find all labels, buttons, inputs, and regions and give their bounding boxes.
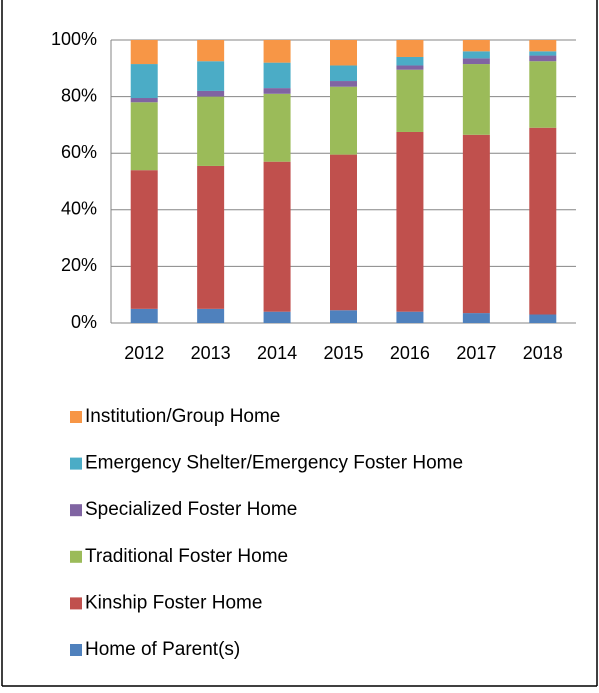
legend-swatch	[70, 644, 82, 656]
y-tick-label: 40%	[61, 199, 97, 219]
legend-label: Specialized Foster Home	[85, 499, 297, 520]
bar-segment	[263, 88, 291, 94]
legend-label: Kinship Foster Home	[85, 592, 262, 613]
legend-swatch	[70, 457, 82, 470]
bar-segment	[529, 51, 557, 56]
legend-label: Traditional Foster Home	[85, 546, 288, 567]
bar-segment	[197, 90, 225, 97]
bar-segment	[529, 127, 557, 315]
bar-segment	[330, 310, 357, 323]
bar-segment	[529, 55, 557, 62]
legend-label: Home of Parent(s)	[85, 639, 240, 660]
bar-segment	[130, 98, 158, 103]
x-tick-label: 2018	[523, 343, 563, 363]
legend-swatch	[70, 597, 82, 610]
bar-segment	[263, 62, 291, 89]
bar-segment	[396, 40, 424, 57]
y-tick-label: 60%	[61, 142, 97, 162]
bar-segment	[462, 134, 490, 314]
bar-segment	[330, 154, 357, 311]
bar-segment	[462, 313, 490, 323]
bar-segment	[462, 58, 490, 65]
bar-segment	[330, 81, 357, 87]
legend-swatch	[70, 550, 82, 563]
bar-segment	[330, 86, 357, 155]
legend-swatch	[70, 504, 82, 517]
bar-segment	[263, 161, 291, 312]
x-tick-label: 2015	[323, 343, 363, 363]
bar-segment	[396, 69, 424, 132]
bar-segment	[396, 65, 424, 70]
x-tick-label: 2016	[390, 343, 430, 363]
bar-segment	[462, 40, 490, 52]
bar-segment	[396, 56, 424, 66]
bar-segment	[130, 102, 158, 171]
legend-label: Institution/Group Home	[85, 406, 280, 427]
bar-segment	[462, 64, 490, 135]
y-tick-label: 0%	[71, 312, 97, 332]
bar-segment	[263, 311, 291, 323]
x-tick-label: 2017	[456, 343, 496, 363]
x-tick-label: 2014	[257, 343, 297, 363]
y-tick-label: 100%	[51, 29, 97, 49]
bar-segment	[197, 96, 225, 166]
bar-segment	[529, 40, 557, 52]
legend-label: Emergency Shelter/Emergency Foster Home	[85, 453, 463, 474]
bar-segment	[529, 314, 557, 323]
bar-segment	[330, 40, 357, 66]
x-tick-label: 2013	[191, 343, 231, 363]
bar-segment	[197, 308, 225, 323]
y-tick-label: 80%	[61, 85, 97, 105]
bar-segment	[462, 51, 490, 59]
bar-segment	[263, 93, 291, 162]
bar-segment	[130, 64, 158, 99]
bar-segment	[197, 40, 225, 62]
bar-segment	[529, 61, 557, 128]
bar-segment	[130, 40, 158, 65]
bar-segment	[330, 65, 357, 82]
bar-segment	[197, 61, 225, 91]
bar-segment	[396, 311, 424, 323]
y-tick-label: 20%	[61, 255, 97, 275]
bar-segment	[197, 165, 225, 309]
x-tick-label: 2012	[124, 343, 164, 363]
bar-segment	[130, 308, 158, 323]
legend-swatch	[70, 411, 82, 423]
bar-segment	[130, 170, 158, 309]
bar-segment	[396, 131, 424, 312]
bar-segment	[263, 40, 291, 63]
